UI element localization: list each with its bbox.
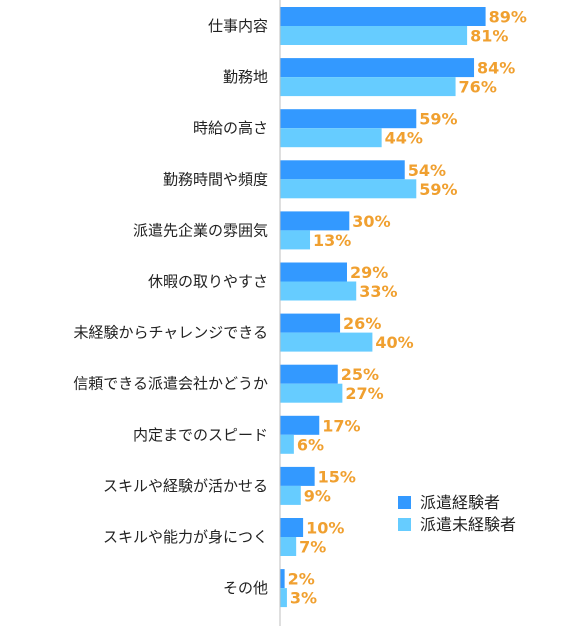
bar-experienced — [280, 415, 320, 435]
data-label: 10% — [306, 519, 344, 538]
legend-swatch — [398, 496, 411, 509]
data-label: 81% — [470, 27, 508, 46]
bar-experienced — [280, 313, 341, 333]
category-label: 勤務地 — [223, 68, 268, 86]
data-label: 76% — [459, 78, 497, 97]
data-label: 9% — [304, 486, 331, 505]
bar-inexperienced — [280, 128, 382, 148]
bar-inexperienced — [280, 485, 301, 505]
legend-swatch — [398, 518, 411, 531]
bar-experienced — [280, 466, 315, 486]
bar-experienced — [280, 160, 405, 180]
data-label: 89% — [489, 8, 527, 27]
data-label: 6% — [297, 435, 324, 454]
bar-inexperienced — [280, 332, 373, 352]
bar-experienced — [280, 211, 350, 231]
data-label: 54% — [408, 161, 446, 180]
bar-inexperienced — [280, 179, 417, 199]
bar-experienced — [280, 262, 347, 282]
data-label: 84% — [477, 59, 515, 78]
bar-inexperienced — [280, 230, 311, 250]
category-label: 仕事内容 — [208, 17, 268, 35]
bar-inexperienced — [280, 537, 297, 556]
category-label: 信頼できる派遣会社かどうか — [73, 375, 268, 393]
bar-inexperienced — [280, 281, 357, 301]
bar-inexperienced — [280, 77, 456, 97]
bar-experienced — [280, 7, 486, 26]
legend-label: 派遣経験者 — [420, 493, 500, 512]
bar-inexperienced — [280, 26, 468, 45]
data-label: 3% — [290, 589, 317, 608]
data-label: 7% — [299, 538, 326, 557]
bar-experienced — [280, 364, 338, 384]
category-label: 休暇の取りやすさ — [148, 273, 268, 291]
bar-inexperienced — [280, 588, 287, 608]
data-label: 30% — [352, 212, 390, 231]
category-label: その他 — [223, 579, 268, 597]
data-label: 17% — [322, 416, 360, 435]
bar-experienced — [280, 518, 304, 537]
category-label: 派遣先企業の雰囲気 — [133, 221, 268, 239]
bar-experienced — [280, 569, 285, 589]
bar-inexperienced — [280, 383, 343, 403]
data-label: 44% — [385, 129, 423, 148]
data-label: 25% — [341, 365, 379, 384]
category-label: 内定までのスピード — [133, 426, 268, 444]
data-label: 40% — [375, 333, 413, 352]
chart-labels: 仕事内容 89%81%勤務地 84%76%時給の高さ 59%44%勤務時間や頻度 54%… — [73, 8, 527, 608]
data-label: 15% — [318, 467, 356, 486]
bar-experienced — [280, 58, 475, 78]
legend-label: 派遣未経験者 — [420, 515, 516, 534]
chart-bars — [280, 7, 486, 608]
data-label: 26% — [343, 314, 381, 333]
data-label: 29% — [350, 263, 388, 282]
bar-inexperienced — [280, 434, 294, 454]
category-label: スキルや能力が身につく — [103, 528, 268, 546]
data-label: 13% — [313, 231, 351, 250]
data-label: 2% — [288, 570, 315, 589]
bar-experienced — [280, 109, 417, 129]
category-label: 未経験からチャレンジできる — [73, 324, 268, 342]
data-label: 59% — [419, 110, 457, 129]
data-label: 33% — [359, 282, 397, 301]
data-label: 27% — [345, 384, 383, 403]
category-label: 時給の高さ — [193, 119, 268, 137]
category-label: 勤務時間や頻度 — [163, 170, 268, 188]
category-label: スキルや経験が活かせる — [103, 477, 268, 495]
data-label: 59% — [419, 180, 457, 199]
